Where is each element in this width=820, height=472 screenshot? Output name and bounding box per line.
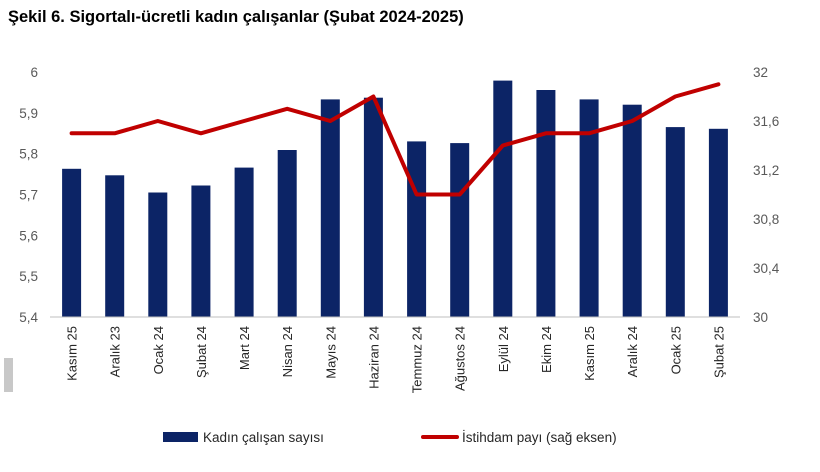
bar-2 — [148, 192, 168, 317]
bar-11 — [536, 90, 556, 317]
y-left-tick-label: 5,4 — [19, 310, 38, 325]
x-tick-label: Kasım 25 — [582, 326, 597, 381]
bar-13 — [622, 104, 642, 317]
x-tick-label: Ocak 25 — [668, 326, 683, 374]
bar-14 — [665, 127, 685, 317]
x-tick-label: Nisan 24 — [280, 326, 295, 377]
legend: Kadın çalışan sayısı İstihdam payı (sağ … — [163, 430, 617, 445]
x-tick-label: Eylül 24 — [496, 326, 511, 372]
y-left-tick-label: 5,5 — [19, 269, 38, 284]
x-tick-labels: Kasım 25 Aralık 23 Ocak 24 Şubat 24 Mart 24 N… — [65, 326, 727, 393]
y-left-ticks: 5,4 5,5 5,6 5,7 5,8 5,9 6 — [19, 65, 38, 325]
bar-8 — [407, 141, 427, 317]
chart-title: Şekil 6. Sigortalı-ücretli kadın çalışan… — [8, 8, 464, 26]
legend-bar-swatch — [163, 432, 198, 442]
bar-15 — [708, 128, 728, 317]
x-tick-label: Temmuz 24 — [410, 326, 425, 393]
y-right-tick-label: 30,8 — [753, 212, 779, 227]
bar-1 — [105, 175, 125, 317]
y-left-tick-label: 5,9 — [19, 106, 38, 121]
x-tick-label: Kasım 25 — [65, 326, 80, 381]
y-left-tick-label: 5,7 — [19, 188, 38, 203]
x-tick-label: Mart 24 — [237, 326, 252, 370]
bar-12 — [579, 99, 599, 318]
y-right-tick-label: 32 — [753, 65, 768, 80]
bar-9 — [450, 143, 470, 317]
x-tick-label: Aralık 23 — [108, 326, 123, 377]
x-tick-label: Ocak 24 — [151, 326, 166, 374]
y-left-tick-label: 5,8 — [19, 147, 38, 162]
x-tick-label: Aralık 24 — [625, 326, 640, 377]
bar-10 — [493, 80, 513, 317]
y-right-tick-label: 31,6 — [753, 114, 779, 129]
x-tick-label: Ekim 24 — [539, 326, 554, 373]
bar-7 — [363, 97, 383, 317]
y-right-tick-label: 30 — [753, 310, 768, 325]
scroll-marker — [4, 358, 13, 392]
y-right-ticks: 30 30,4 30,8 31,2 31,6 32 — [753, 65, 780, 325]
bar-3 — [191, 185, 211, 317]
bar-group — [62, 80, 728, 318]
y-right-tick-label: 30,4 — [753, 261, 780, 276]
y-right-tick-label: 31,2 — [753, 163, 779, 178]
x-tick-label: Şubat 25 — [711, 326, 726, 378]
bar-0 — [62, 168, 82, 317]
legend-bar-label: Kadın çalışan sayısı — [203, 430, 324, 445]
x-tick-label: Haziran 24 — [366, 326, 381, 389]
bar-4 — [234, 167, 254, 317]
bar-5 — [277, 150, 297, 317]
x-tick-label: Ağustos 24 — [453, 326, 468, 391]
x-tick-label: Mayıs 24 — [323, 326, 338, 379]
y-left-tick-label: 6 — [30, 65, 38, 80]
legend-line-label: İstihdam payı (sağ eksen) — [462, 430, 617, 445]
share-line — [69, 82, 721, 197]
bar-6 — [320, 99, 340, 318]
x-tick-label: Şubat 24 — [194, 326, 209, 378]
y-left-tick-label: 5,6 — [19, 228, 38, 243]
